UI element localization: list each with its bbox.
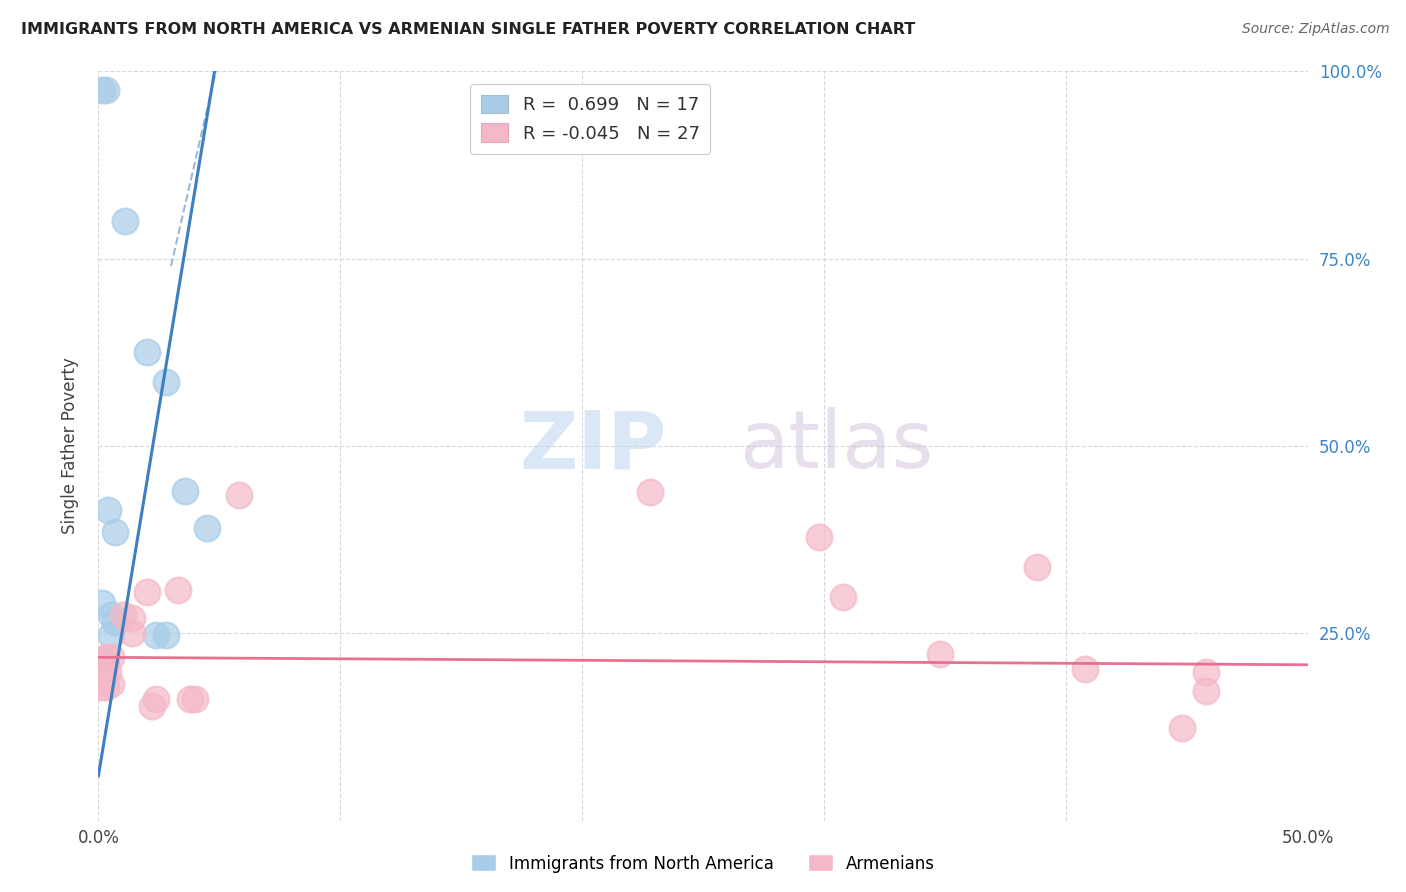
Point — [114, 214, 136, 228]
Legend: R =  0.699   N = 17, R = -0.045   N = 27: R = 0.699 N = 17, R = -0.045 N = 27 — [470, 84, 710, 153]
Point — [91, 673, 114, 687]
Point — [91, 652, 114, 666]
Text: atlas: atlas — [740, 407, 934, 485]
Point — [94, 83, 117, 97]
Point — [100, 650, 122, 665]
Legend: Immigrants from North America, Armenians: Immigrants from North America, Armenians — [464, 847, 942, 880]
Point — [94, 657, 117, 672]
Point — [179, 691, 201, 706]
Point — [91, 596, 114, 610]
Text: Source: ZipAtlas.com: Source: ZipAtlas.com — [1241, 22, 1389, 37]
Point — [91, 83, 114, 97]
Point — [141, 698, 163, 713]
Point — [100, 676, 122, 690]
Point — [1025, 560, 1047, 574]
Point — [104, 525, 127, 540]
Point — [121, 611, 143, 625]
Point — [93, 652, 115, 666]
Point — [97, 502, 120, 516]
Point — [145, 628, 167, 642]
Point — [90, 680, 112, 694]
Point — [638, 485, 661, 500]
Point — [135, 585, 157, 599]
Point — [1171, 722, 1194, 736]
Point — [1195, 665, 1218, 680]
Point — [111, 607, 134, 622]
Point — [1195, 684, 1218, 698]
Point — [97, 665, 120, 680]
Y-axis label: Single Father Poverty: Single Father Poverty — [60, 358, 79, 534]
Point — [121, 626, 143, 640]
Point — [195, 521, 218, 535]
Text: ZIP: ZIP — [519, 407, 666, 485]
Text: IMMIGRANTS FROM NORTH AMERICA VS ARMENIAN SINGLE FATHER POVERTY CORRELATION CHAR: IMMIGRANTS FROM NORTH AMERICA VS ARMENIA… — [21, 22, 915, 37]
Point — [1074, 661, 1097, 675]
Point — [808, 530, 831, 544]
Point — [929, 647, 952, 661]
Point — [174, 483, 197, 498]
Point — [100, 628, 122, 642]
Point — [135, 345, 157, 359]
Point — [100, 607, 122, 622]
Point — [94, 680, 117, 694]
Point — [832, 591, 855, 605]
Point — [155, 628, 177, 642]
Point — [145, 691, 167, 706]
Point — [104, 615, 127, 629]
Point — [167, 582, 190, 597]
Point — [94, 650, 117, 665]
Point — [184, 691, 207, 706]
Point — [155, 376, 177, 390]
Point — [228, 488, 250, 502]
